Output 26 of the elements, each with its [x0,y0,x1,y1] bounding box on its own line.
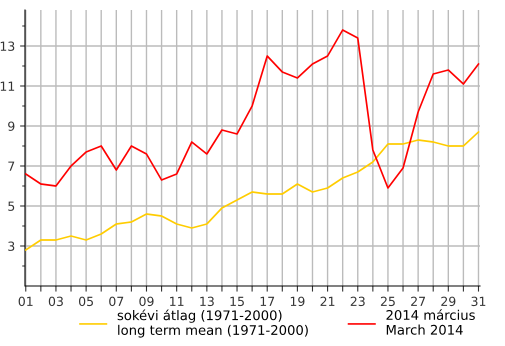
x-tick-label: 07 [109,296,124,306]
y-tick-label: 7 [8,162,14,171]
legend-label: 2014 március March 2014 [386,309,475,335]
x-tick-label: 13 [200,296,214,306]
x-tick-label: 29 [441,296,456,306]
line-series [25,131,480,251]
x-tick-label: 15 [230,296,244,306]
x-tick-label: 11 [170,296,184,306]
y-tick-label: 13 [0,41,14,51]
x-tick-label: 27 [411,296,426,306]
y-tick-label: 9 [8,121,14,131]
x-tick-label: 23 [350,296,365,306]
x-tick-label: 09 [139,296,154,306]
x-tick-label: 19 [290,296,304,306]
y-tick-label: 3 [8,241,14,251]
x-tick-label: 01 [18,296,33,306]
x-tick-label: 17 [260,296,274,306]
y-tick-label: 5 [8,202,14,211]
x-tick-label: 03 [48,296,63,306]
line-series [25,29,480,189]
x-tick-label: 05 [78,296,93,306]
x-tick-label: 31 [471,296,486,306]
legend-label: sokévi átlag (1971-2000) long term mean (1971-2000) [118,310,308,338]
y-tick-label: 11 [0,82,14,91]
x-tick-label: 25 [380,296,395,306]
x-tick-label: 21 [320,296,334,306]
